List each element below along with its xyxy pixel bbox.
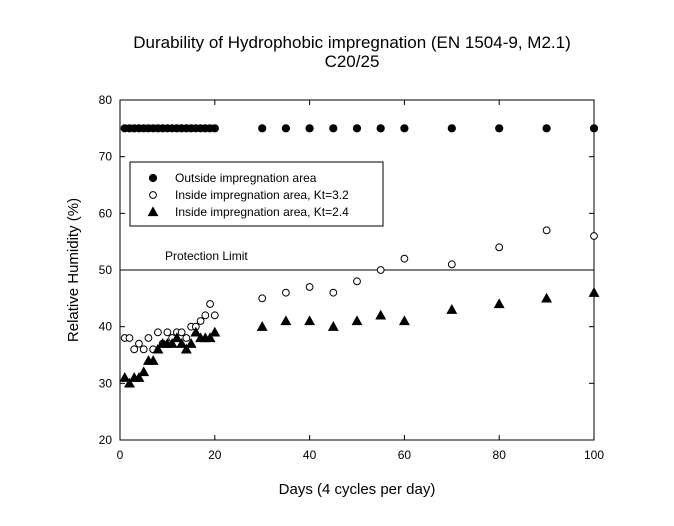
y-tick-label: 40 [99,320,113,334]
data-point-series-1 [376,124,385,133]
chart-title: Durability of Hydrophobic impregnation (… [133,33,570,52]
legend-box [129,161,384,227]
data-point-series-3 [171,332,183,343]
data-point-series-3 [398,315,410,326]
data-point-series-2 [206,300,214,308]
data-point-series-2 [201,311,210,320]
data-point-series-2 [495,243,504,252]
x-tick-label: 0 [117,448,124,462]
data-point-series-2 [182,334,191,342]
y-tick-label: 50 [99,263,113,277]
data-point-series-1 [542,124,551,133]
data-point-series-1 [447,124,456,133]
legend-marker-series-1 [148,173,158,183]
legend-marker-series-3 [147,206,159,217]
data-point-series-3 [256,321,268,331]
data-point-series-3 [180,343,192,354]
legend-label-series-2: Inside impregnation area, Kt=3.2 [175,188,349,202]
x-tick-label: 40 [303,448,317,462]
data-point-series-1 [210,124,219,133]
data-point-series-3 [493,298,505,309]
data-point-series-3 [327,321,339,331]
data-point-series-3 [280,315,292,326]
data-point-series-2 [590,232,598,240]
data-point-series-2 [258,294,267,303]
x-tick-label: 80 [493,448,507,462]
data-point-series-1 [305,124,314,133]
data-point-series-3 [185,338,197,348]
y-tick-label: 60 [99,206,113,220]
data-point-series-2 [163,328,172,337]
y-tick-label: 70 [99,150,113,164]
data-point-series-1 [281,124,290,133]
x-tick-label: 100 [584,448,604,462]
data-point-series-3 [147,355,159,365]
data-point-series-3 [190,326,202,337]
data-point-series-3 [204,332,216,343]
data-point-series-2 [305,283,314,291]
x-tick-label: 20 [208,448,222,462]
data-point-series-3 [209,326,221,337]
data-point-series-3 [138,366,150,377]
data-point-series-3 [176,338,188,348]
data-point-series-2 [282,288,290,297]
data-point-series-3 [446,304,458,314]
data-point-series-3 [588,287,600,297]
protection-limit-label: Protection Limit [165,249,248,263]
data-point-series-2 [130,345,139,354]
data-point-series-2 [353,277,361,286]
data-point-series-3 [304,315,316,326]
data-point-series-3 [152,343,164,354]
y-axis-label: Relative Humidity (%) [65,198,82,342]
data-point-series-2 [177,328,186,337]
legend-label-series-3: Inside impregnation area, Kt=2.4 [175,205,349,219]
data-point-series-1 [400,124,409,133]
data-point-series-2 [139,345,148,354]
legend-label-series-1: Outside impregnation area [175,171,317,185]
data-point-series-2 [144,334,153,342]
data-point-series-2 [196,317,205,325]
data-point-series-3 [541,292,553,303]
data-point-series-1 [589,124,599,133]
data-point-series-3 [124,377,135,388]
data-point-series-3 [133,372,145,382]
data-point-series-2 [154,328,162,337]
x-tick-label: 60 [398,448,412,462]
data-point-series-2 [135,339,143,348]
data-point-series-2 [376,266,385,274]
data-point-series-2 [542,226,551,235]
y-tick-label: 20 [99,433,113,447]
y-tick-label: 80 [99,93,113,107]
data-point-series-2 [210,311,219,320]
data-point-series-3 [166,338,178,348]
data-point-series-3 [375,309,387,320]
data-point-series-1 [352,124,362,133]
legend-marker-series-2 [149,191,157,199]
data-point-series-3 [119,372,131,382]
y-tick-label: 30 [99,376,113,390]
data-point-series-2 [400,254,409,263]
data-point-series-2 [329,288,338,297]
x-axis-label: Days (4 cycles per day) [279,481,436,498]
chart-subtitle: C20/25 [325,52,380,71]
data-point-series-1 [258,124,267,133]
data-point-series-2 [447,260,456,269]
data-point-series-1 [329,124,338,133]
data-point-series-2 [125,334,134,342]
data-point-series-3 [351,315,363,326]
plot-area: 0 20 40 60 80 100 20 30 40 50 60 70 80 Protection Lim… [99,93,605,462]
data-point-series-1 [495,124,504,133]
